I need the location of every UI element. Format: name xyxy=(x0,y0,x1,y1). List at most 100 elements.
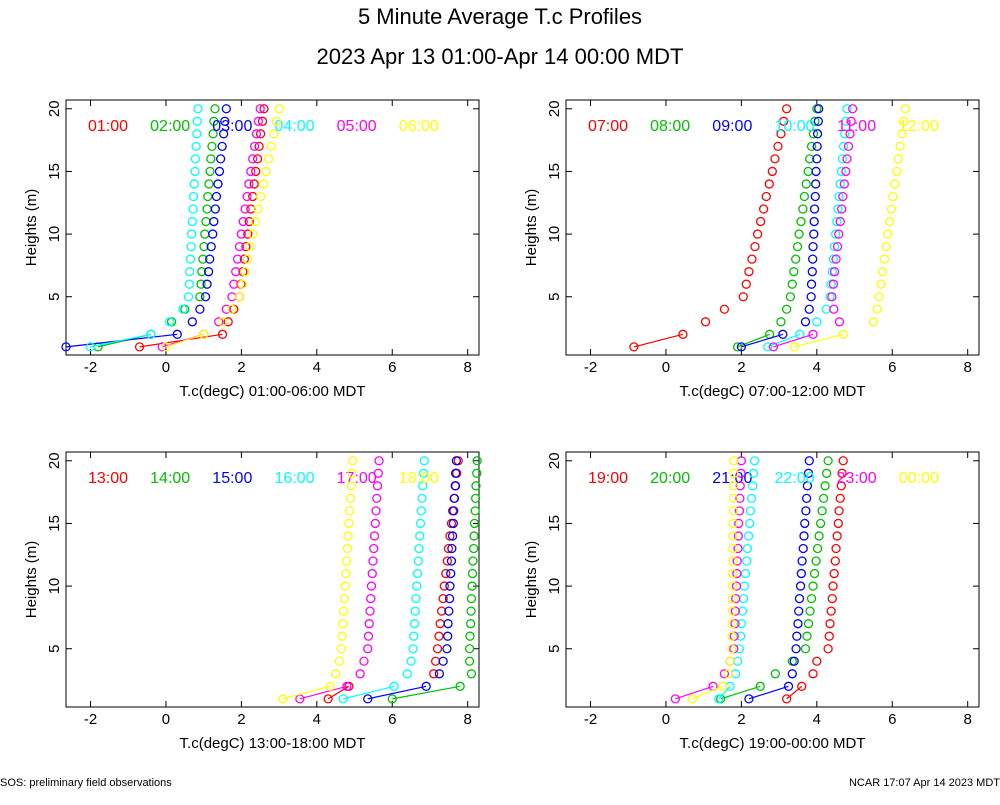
y-tick-label: 10 xyxy=(46,578,63,595)
data-point xyxy=(802,481,813,491)
data-point xyxy=(738,292,748,302)
data-point xyxy=(213,179,223,189)
data-point xyxy=(835,216,845,227)
data-point xyxy=(730,619,740,629)
data-point xyxy=(451,456,462,466)
data-point xyxy=(799,191,810,202)
data-point xyxy=(838,141,849,152)
data-point xyxy=(732,568,742,579)
data-point xyxy=(232,254,243,264)
data-point xyxy=(791,644,801,654)
data-point xyxy=(371,506,381,516)
data-point xyxy=(725,656,735,666)
data-point xyxy=(808,254,818,264)
profile-line xyxy=(367,685,427,700)
data-point xyxy=(467,568,478,579)
data-point xyxy=(827,593,837,604)
data-point xyxy=(793,619,803,629)
data-point xyxy=(792,241,803,252)
data-point xyxy=(472,468,482,478)
data-point xyxy=(211,191,222,202)
data-point xyxy=(743,531,754,541)
data-point xyxy=(823,456,833,466)
data-point xyxy=(811,179,821,189)
data-point xyxy=(797,681,807,691)
data-point xyxy=(220,116,230,126)
data-point xyxy=(363,644,373,654)
data-point xyxy=(469,531,479,541)
data-point xyxy=(439,581,449,591)
data-point xyxy=(736,619,747,629)
data-point xyxy=(833,204,843,214)
data-point xyxy=(728,506,739,516)
data-point xyxy=(442,644,452,654)
x-tick-label: 6 xyxy=(388,359,396,376)
profile-line xyxy=(392,685,461,700)
data-point xyxy=(881,241,891,252)
legend-label: 07:00 xyxy=(588,118,628,135)
data-point xyxy=(206,241,216,252)
data-point xyxy=(770,154,780,164)
data-point xyxy=(828,254,839,264)
data-point xyxy=(808,669,818,679)
data-point xyxy=(733,531,744,541)
data-point xyxy=(434,669,445,679)
data-point xyxy=(809,229,819,239)
data-point xyxy=(240,204,250,214)
y-tick-label: 10 xyxy=(546,578,563,595)
data-point xyxy=(209,116,219,126)
data-point xyxy=(412,581,422,591)
data-point xyxy=(728,481,739,491)
data-point xyxy=(842,154,852,164)
data-point xyxy=(719,669,730,679)
data-point xyxy=(809,216,819,227)
data-point xyxy=(240,267,250,277)
data-point xyxy=(266,141,276,152)
data-point xyxy=(202,279,212,289)
x-tick-label: -2 xyxy=(584,359,597,376)
data-point xyxy=(812,154,822,164)
data-point xyxy=(836,481,846,491)
data-point xyxy=(847,104,858,114)
data-point xyxy=(363,694,373,704)
plot-frame xyxy=(565,451,980,708)
data-point xyxy=(823,644,833,654)
data-point xyxy=(221,304,231,314)
data-point xyxy=(806,279,817,289)
data-point xyxy=(886,204,897,214)
legend-label: 23:00 xyxy=(837,470,877,487)
data-point xyxy=(803,468,814,478)
data-point xyxy=(900,104,911,114)
data-point xyxy=(731,581,742,591)
data-point xyxy=(342,543,353,554)
data-point xyxy=(828,581,838,591)
data-point xyxy=(409,631,419,641)
data-point xyxy=(898,116,909,126)
x-axis-label: T.c(degC) 13:00-18:00 MDT xyxy=(180,735,366,752)
data-point xyxy=(805,154,815,164)
data-point xyxy=(413,556,423,566)
data-point xyxy=(808,129,819,139)
data-point xyxy=(416,506,426,516)
data-point xyxy=(792,631,802,641)
data-point xyxy=(208,129,218,139)
data-point xyxy=(727,644,737,654)
data-point xyxy=(346,481,356,491)
data-point xyxy=(744,694,754,704)
data-point xyxy=(246,166,256,177)
y-axis-label: Heights (m) xyxy=(23,189,40,267)
profile-line xyxy=(343,685,395,700)
data-point xyxy=(868,317,879,327)
profile-line xyxy=(786,685,803,700)
data-point xyxy=(444,593,455,604)
data-point xyxy=(239,254,250,264)
data-point xyxy=(469,543,479,554)
profile-line xyxy=(748,685,789,700)
data-point xyxy=(834,506,844,516)
data-point xyxy=(437,606,447,616)
data-point xyxy=(191,141,201,152)
footer-right: NCAR 17:07 Apr 14 2023 MDT xyxy=(849,777,1000,789)
data-point xyxy=(443,543,454,554)
data-point xyxy=(341,568,351,579)
data-point xyxy=(146,329,156,339)
